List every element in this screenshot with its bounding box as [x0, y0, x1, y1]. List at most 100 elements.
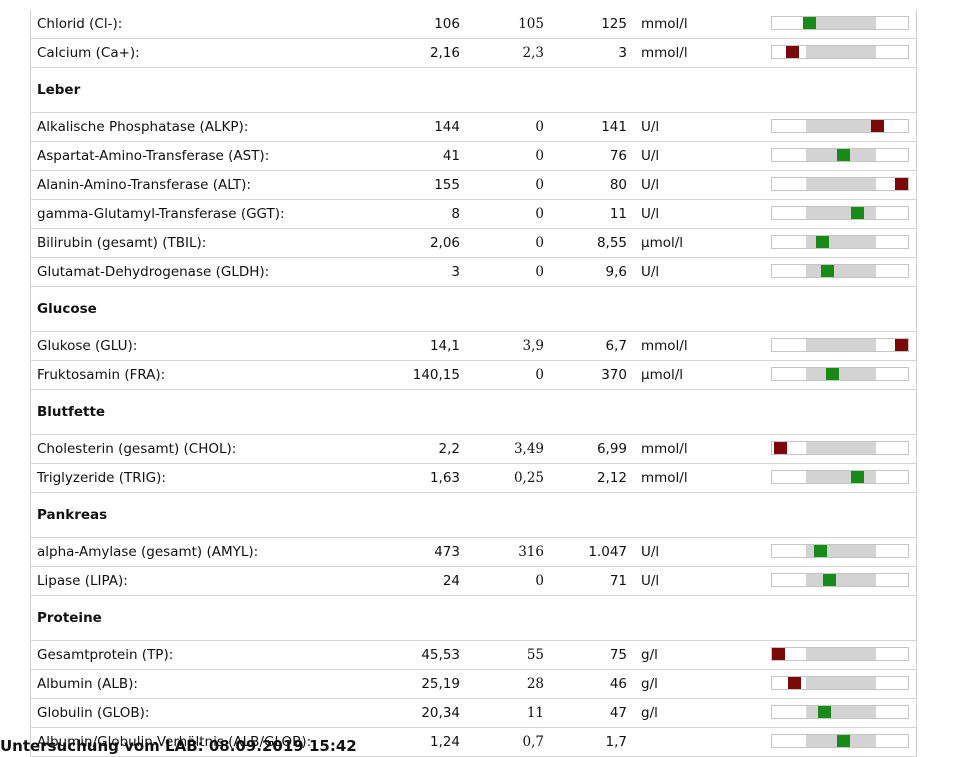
- section-title: Leber: [37, 82, 81, 98]
- section-header: Proteine: [31, 596, 916, 641]
- unit-label: g/l: [641, 647, 658, 663]
- result-value: 140,15: [412, 367, 460, 383]
- reference-min: 28: [526, 676, 544, 692]
- reference-min: 0: [535, 206, 544, 222]
- result-row: Calcium (Ca+): 2,16 2,3 3 mmol/l: [31, 39, 916, 68]
- range-gauge: [771, 119, 909, 133]
- result-row: Chlorid (Cl-): 106 105 125 mmol/l: [31, 10, 916, 39]
- reference-range-band: [806, 178, 876, 190]
- unit-label: mmol/l: [641, 441, 688, 457]
- test-name: Cholesterin (gesamt) (CHOL):: [37, 441, 237, 457]
- result-row: Aspartat-Amino-Transferase (AST): 41 0 76 U/…: [31, 142, 916, 171]
- reference-max: 3: [618, 45, 627, 61]
- test-name: Albumin (ALB):: [37, 676, 138, 692]
- section-title: Proteine: [37, 610, 102, 626]
- range-gauge: [771, 573, 909, 587]
- reference-range-band: [806, 120, 876, 132]
- section-header: Blutfette: [31, 390, 916, 435]
- abnormal-marker: [788, 677, 801, 689]
- reference-range-band: [806, 648, 876, 660]
- unit-label: mmol/l: [641, 338, 688, 354]
- reference-min: 3,9: [522, 338, 544, 354]
- normal-marker: [851, 471, 864, 483]
- reference-range-band: [806, 442, 876, 454]
- reference-min: 0: [535, 235, 544, 251]
- range-gauge: [771, 235, 909, 249]
- result-row: Globulin (GLOB): 20,34 11 47 g/l: [31, 699, 916, 728]
- reference-max: 46: [609, 676, 627, 692]
- unit-label: µmol/l: [641, 235, 684, 251]
- reference-range-band: [806, 339, 876, 351]
- result-value: 20,34: [421, 705, 460, 721]
- result-value: 8: [451, 206, 460, 222]
- result-row: Gesamtprotein (TP): 45,53 55 75 g/l: [31, 641, 916, 670]
- reference-min: 0,25: [513, 470, 544, 486]
- result-row: Albumin (ALB): 25,19 28 46 g/l: [31, 670, 916, 699]
- lab-results-table: Chlorid (Cl-): 106 105 125 mmol/l Calcium (Ca…: [30, 10, 917, 757]
- test-name: alpha-Amylase (gesamt) (AMYL):: [37, 544, 259, 560]
- result-value: 45,53: [421, 647, 460, 663]
- result-row: Glukose (GLU): 14,1 3,9 6,7 mmol/l: [31, 332, 916, 361]
- range-gauge: [771, 206, 909, 220]
- abnormal-marker: [871, 120, 884, 132]
- unit-label: U/l: [641, 264, 660, 280]
- reference-max: 2,12: [596, 470, 627, 486]
- result-row: Alkalische Phosphatase (ALKP): 144 0 141 U/l: [31, 113, 916, 142]
- reference-max: 80: [609, 177, 627, 193]
- result-value: 41: [442, 148, 460, 164]
- result-row: gamma-Glutamyl-Transferase (GGT): 8 0 11 U/l: [31, 200, 916, 229]
- unit-label: mmol/l: [641, 45, 688, 61]
- section-title: Glucose: [37, 301, 97, 317]
- normal-marker: [837, 735, 850, 747]
- test-name: Chlorid (Cl-):: [37, 16, 123, 32]
- result-value: 473: [434, 544, 460, 560]
- unit-label: U/l: [641, 177, 660, 193]
- result-row: Cholesterin (gesamt) (CHOL): 2,2 3,49 6,99 m…: [31, 435, 916, 464]
- abnormal-marker: [895, 178, 908, 190]
- abnormal-marker: [786, 46, 799, 58]
- abnormal-marker: [895, 339, 908, 351]
- range-gauge: [771, 647, 909, 661]
- unit-label: U/l: [641, 148, 660, 164]
- result-row: Bilirubin (gesamt) (TBIL): 2,06 0 8,55 µmol/…: [31, 229, 916, 258]
- reference-range-band: [806, 207, 876, 219]
- reference-max: 1,7: [605, 734, 627, 750]
- unit-label: U/l: [641, 544, 660, 560]
- unit-label: µmol/l: [641, 367, 684, 383]
- normal-marker: [821, 265, 834, 277]
- test-name: Glukose (GLU):: [37, 338, 138, 354]
- result-row: Fruktosamin (FRA): 140,15 0 370 µmol/l: [31, 361, 916, 390]
- reference-min: 0,7: [522, 734, 544, 750]
- unit-label: g/l: [641, 676, 658, 692]
- reference-min: 55: [526, 647, 544, 663]
- range-gauge: [771, 45, 909, 59]
- section-title: Blutfette: [37, 404, 106, 420]
- test-name: Gesamtprotein (TP):: [37, 647, 174, 663]
- result-value: 2,16: [429, 45, 460, 61]
- range-gauge: [771, 177, 909, 191]
- test-name: Bilirubin (gesamt) (TBIL):: [37, 235, 207, 251]
- normal-marker: [816, 236, 829, 248]
- result-value: 1,63: [429, 470, 460, 486]
- abnormal-marker: [774, 442, 787, 454]
- reference-max: 125: [601, 16, 627, 32]
- result-row: Alanin-Amino-Transferase (ALT): 155 0 80 U/l: [31, 171, 916, 200]
- unit-label: mmol/l: [641, 470, 688, 486]
- reference-max: 1.047: [588, 544, 627, 560]
- range-gauge: [771, 338, 909, 352]
- reference-min: 0: [535, 573, 544, 589]
- reference-min: 3,49: [513, 441, 544, 457]
- reference-range-band: [806, 471, 876, 483]
- reference-min: 0: [535, 148, 544, 164]
- range-gauge: [771, 441, 909, 455]
- range-gauge: [771, 470, 909, 484]
- test-name: Aspartat-Amino-Transferase (AST):: [37, 148, 270, 164]
- test-name: Fruktosamin (FRA):: [37, 367, 166, 383]
- normal-marker: [837, 149, 850, 161]
- reference-min: 0: [535, 264, 544, 280]
- reference-max: 75: [609, 647, 627, 663]
- range-gauge: [771, 16, 909, 30]
- range-gauge: [771, 264, 909, 278]
- test-name: Triglyzeride (TRIG):: [37, 470, 166, 486]
- range-gauge: [771, 705, 909, 719]
